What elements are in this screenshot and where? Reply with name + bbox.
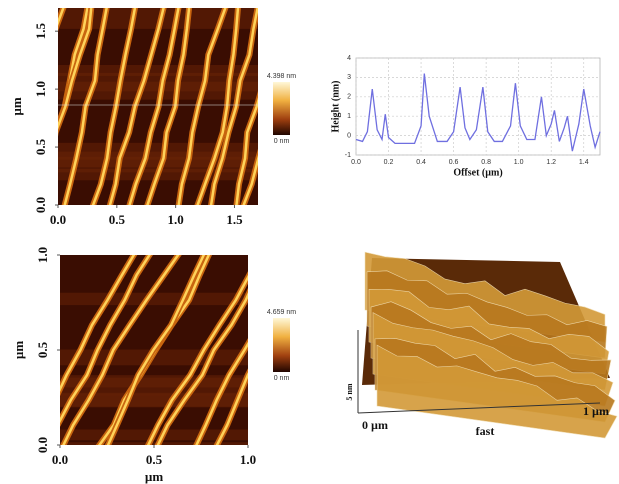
band	[60, 392, 248, 407]
colorbar-max: 4.659 nm	[267, 309, 296, 316]
ridge	[366, 270, 608, 359]
x-start-label: 0 µm	[362, 418, 388, 432]
fiber-core	[58, 8, 93, 130]
fiber-core	[60, 255, 151, 424]
x-tick-label: 1.0	[240, 452, 256, 467]
x-tick-label: 1.2	[546, 159, 556, 166]
y-tick-label: 2	[347, 94, 351, 101]
x-tick-label: 0.6	[449, 159, 459, 166]
x-tick-label: 0.0	[52, 452, 68, 467]
z-label: 5 nm	[345, 383, 354, 400]
fiber-core	[156, 292, 248, 445]
y-axis-label: µm	[9, 97, 24, 115]
x-axis-label: fast	[476, 424, 495, 438]
band	[60, 377, 248, 388]
x-end-label: 1 µm	[583, 404, 609, 418]
fiber	[296, 3, 355, 210]
fiber-core	[63, 8, 108, 205]
fiber-core	[60, 255, 136, 392]
colorbar-max: 4.398 nm	[267, 73, 296, 80]
x-tick-label: 1.4	[579, 159, 589, 166]
y-tick-label: 0.5	[33, 138, 48, 155]
y-tick-label: 0	[347, 132, 351, 139]
axis-x	[357, 402, 601, 414]
fiber-core	[146, 274, 248, 445]
fiber-core	[215, 372, 248, 445]
fiber-core	[235, 97, 258, 205]
x-tick-label: 0.0	[50, 212, 66, 227]
ridge	[376, 344, 618, 439]
colorbar-min: 0 nm	[274, 375, 290, 382]
fiber-core	[177, 8, 227, 205]
y-tick-label: 1.0	[33, 81, 48, 97]
x-tick-label: 1.0	[514, 159, 524, 166]
fiber-core	[108, 8, 165, 205]
line	[355, 73, 601, 152]
fibers	[60, 250, 370, 450]
fiber-core	[106, 255, 206, 445]
band	[60, 292, 248, 306]
y-tick-label: 1.5	[33, 23, 48, 40]
fiber-core	[209, 8, 258, 205]
fiber-core	[242, 154, 258, 205]
band	[58, 81, 258, 100]
fiber-core	[146, 8, 191, 205]
y-tick-label: 1	[347, 113, 351, 120]
x-tick-label: 0.8	[481, 159, 491, 166]
colorbar	[273, 82, 290, 135]
y-axis-label: Height (nm)	[330, 81, 341, 133]
band	[60, 442, 248, 445]
y-tick-label: 0.0	[33, 197, 48, 213]
x-tick-label: 0.5	[146, 452, 163, 467]
x-tick-label: 0.4	[416, 159, 426, 166]
x-tick-label: 1.5	[226, 212, 243, 227]
x-tick-label: 0.2	[384, 159, 394, 166]
x-tick-label: 0.5	[109, 212, 126, 227]
y-tick-label: 0.5	[35, 341, 50, 358]
fiber-core	[91, 8, 137, 205]
y-tick-label: 4	[347, 55, 351, 62]
y-tick-label: -1	[345, 152, 351, 159]
fiber-core	[195, 341, 248, 445]
x-tick-label: 0.0	[351, 159, 361, 166]
y-tick-label: 1.0	[35, 247, 50, 263]
fiber-core	[196, 8, 240, 205]
band	[58, 64, 258, 76]
colorbar-min: 0 nm	[274, 138, 290, 145]
y-tick-label: 3	[347, 74, 351, 81]
fiber-core	[296, 3, 355, 210]
fiber-core	[128, 8, 180, 205]
fibers	[58, 3, 355, 210]
y-axis-label: µm	[11, 341, 26, 359]
y-tick-label: 0.0	[35, 437, 50, 453]
x-axis-label: µm	[145, 469, 163, 484]
x-axis-label: Offset (µm)	[453, 167, 502, 178]
x-tick-label: 1.0	[168, 212, 184, 227]
colorbar	[273, 318, 290, 372]
fiber	[247, 444, 248, 445]
fiber-core	[248, 250, 370, 450]
fiber-core	[62, 255, 180, 445]
